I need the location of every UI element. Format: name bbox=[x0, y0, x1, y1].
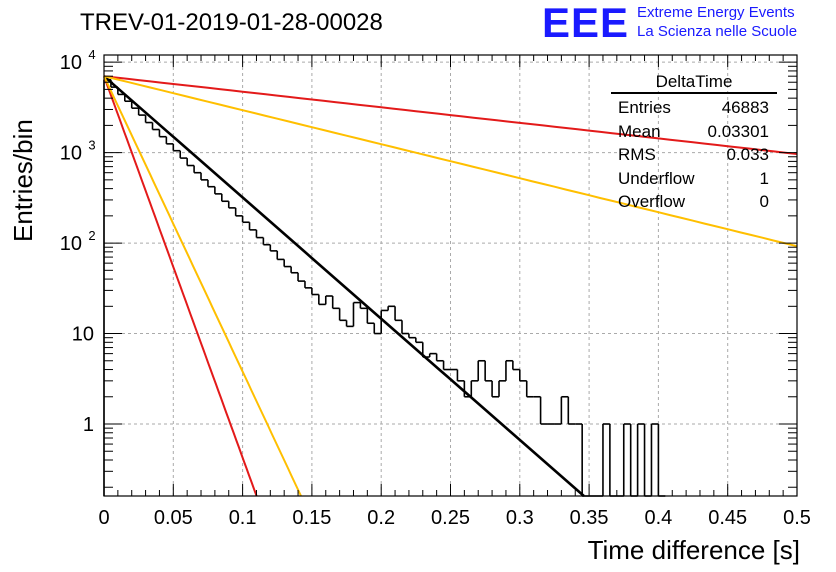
grid bbox=[104, 55, 797, 496]
stats-label: Entries bbox=[618, 98, 671, 117]
stats-label: Overflow bbox=[618, 192, 686, 211]
stats-label: RMS bbox=[618, 145, 656, 164]
x-tick-label: 0.4 bbox=[644, 507, 672, 529]
fit-curve bbox=[103, 75, 258, 497]
y-tick-label: 10 bbox=[72, 324, 94, 346]
fit-curve bbox=[103, 75, 585, 497]
logo-line-2: La Scienza nelle Scuole bbox=[637, 23, 798, 40]
logo-line-1: Extreme Energy Events bbox=[637, 4, 795, 21]
chart-title: TREV-01-2019-01-28-00028 bbox=[80, 9, 383, 36]
x-axis-label: Time difference [s] bbox=[587, 535, 800, 565]
eee-logo: EEE bbox=[542, 0, 630, 46]
stats-value: 1 bbox=[759, 168, 769, 188]
x-tick-label: 0.3 bbox=[506, 507, 534, 529]
stats-row: Underflow 1 bbox=[611, 167, 777, 191]
y-tick-exponent: 4 bbox=[88, 47, 95, 62]
fit-curve bbox=[103, 75, 798, 155]
y-tick-label: 10 bbox=[60, 143, 82, 165]
stats-label: Mean bbox=[618, 121, 661, 141]
y-tick-label: 10 bbox=[60, 52, 82, 74]
y-tick-exponent: 3 bbox=[88, 138, 95, 153]
stats-box: DeltaTime Entries 46883 Mean 0.03301 RMS 0.… bbox=[611, 72, 777, 214]
stats-row: RMS 0.033 bbox=[611, 143, 777, 167]
x-tick-label: 0.45 bbox=[708, 507, 747, 529]
x-tick-label: 0.05 bbox=[154, 507, 193, 529]
stats-value: 46883 bbox=[721, 98, 769, 117]
stats-value: 0.03301 bbox=[707, 121, 769, 141]
fit-curve bbox=[103, 75, 798, 248]
x-tick-label: 0.1 bbox=[229, 507, 257, 529]
stats-row: Mean 0.03301 bbox=[611, 120, 777, 144]
x-tick-label: 0.35 bbox=[570, 507, 609, 529]
stats-title: DeltaTime bbox=[611, 72, 777, 94]
eee-logo-text: Extreme Energy Events La Scienza nelle S… bbox=[637, 3, 797, 41]
stats-value: 0.033 bbox=[726, 145, 769, 164]
x-tick-label: 0.25 bbox=[431, 507, 470, 529]
stats-label: Underflow bbox=[618, 168, 695, 188]
fit-curves bbox=[103, 75, 798, 497]
y-tick-labels: 1 10 10 2 10 3 10 4 bbox=[60, 47, 96, 436]
x-tick-label: 0.2 bbox=[367, 507, 395, 529]
x-tick-label: 0.5 bbox=[783, 507, 811, 529]
axis-ticks bbox=[103, 55, 798, 496]
y-tick-exponent: 2 bbox=[88, 228, 95, 243]
x-tick-label: 0.15 bbox=[292, 507, 331, 529]
fit-curve bbox=[103, 75, 302, 497]
y-tick-label: 10 bbox=[60, 233, 82, 255]
y-tick-label: 1 bbox=[83, 414, 94, 436]
histogram bbox=[103, 78, 666, 497]
x-tick-labels: 0 0.05 0.1 0.15 0.2 0.25 0.3 0.35 0.4 0.45 0.5 bbox=[98, 507, 810, 529]
stats-value: 0 bbox=[759, 192, 769, 211]
y-axis-label: Entries/bin bbox=[8, 119, 38, 242]
x-tick-label: 0 bbox=[98, 507, 109, 529]
stats-row: Overflow 0 bbox=[611, 190, 777, 214]
stats-row: Entries 46883 bbox=[611, 96, 777, 120]
